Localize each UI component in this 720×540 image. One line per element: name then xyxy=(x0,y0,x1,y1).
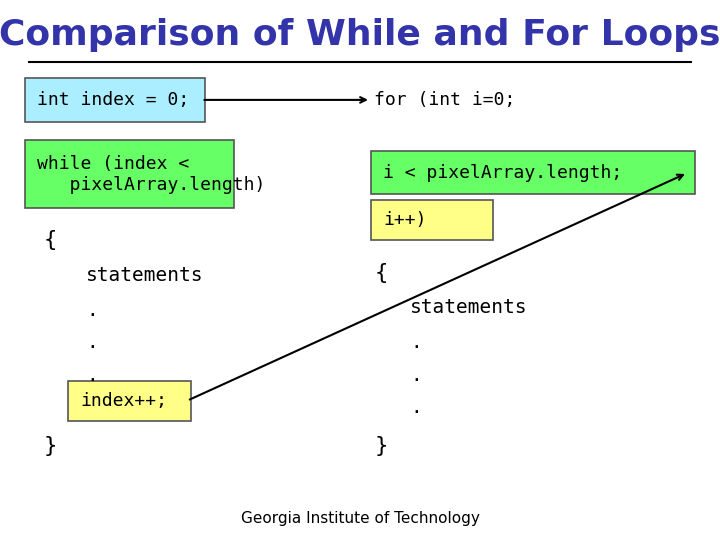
Text: index++;: index++; xyxy=(81,392,168,410)
Text: for (int i=0;: for (int i=0; xyxy=(374,91,516,109)
Text: Comparison of While and For Loops: Comparison of While and For Loops xyxy=(0,18,720,52)
FancyBboxPatch shape xyxy=(25,140,234,208)
Text: .: . xyxy=(86,301,98,320)
Text: .: . xyxy=(86,333,98,353)
FancyBboxPatch shape xyxy=(68,381,191,421)
Text: }: } xyxy=(43,435,57,456)
Text: int index = 0;: int index = 0; xyxy=(37,91,189,109)
FancyBboxPatch shape xyxy=(371,200,493,240)
Text: i < pixelArray.length;: i < pixelArray.length; xyxy=(383,164,622,182)
FancyBboxPatch shape xyxy=(371,151,695,194)
Text: Georgia Institute of Technology: Georgia Institute of Technology xyxy=(240,511,480,526)
Text: {: { xyxy=(43,230,57,251)
Text: .: . xyxy=(410,398,422,417)
Text: .: . xyxy=(86,366,98,385)
FancyBboxPatch shape xyxy=(25,78,205,122)
Text: i++): i++) xyxy=(383,211,426,229)
Text: statements: statements xyxy=(410,298,528,318)
Text: statements: statements xyxy=(86,266,204,285)
Text: while (index <
   pixelArray.length): while (index < pixelArray.length) xyxy=(37,155,266,193)
Text: .: . xyxy=(410,366,422,385)
Text: .: . xyxy=(410,333,422,353)
Text: }: } xyxy=(374,435,388,456)
Text: {: { xyxy=(374,262,388,283)
